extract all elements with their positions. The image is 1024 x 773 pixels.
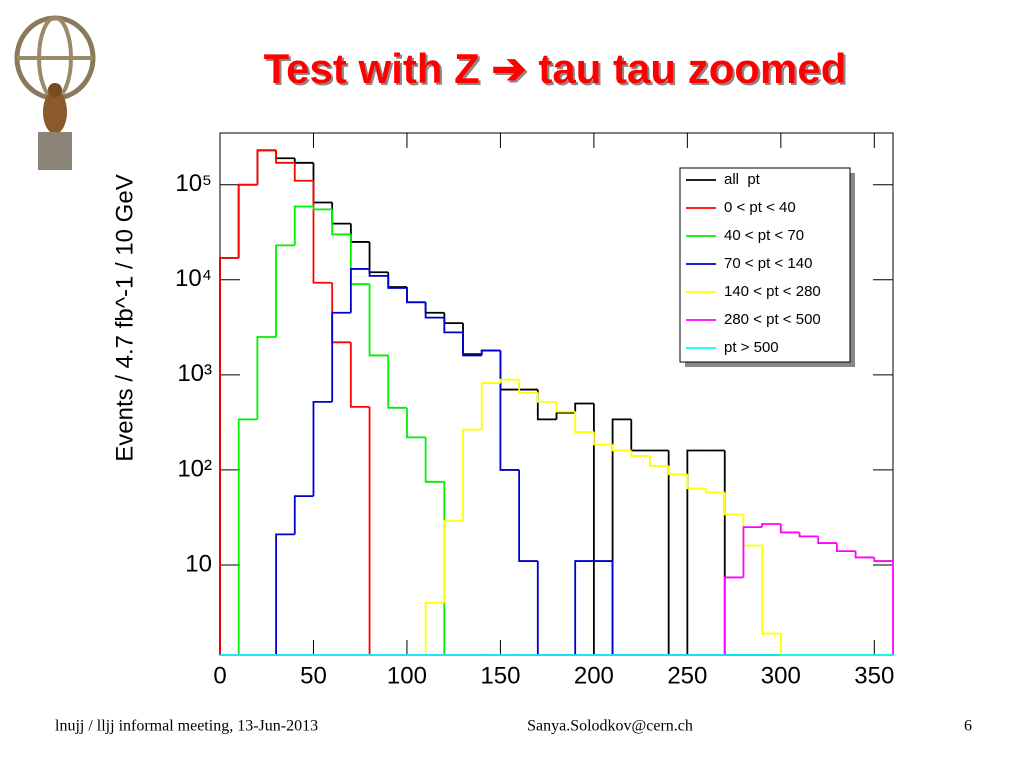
histogram-bin [873,557,894,655]
histogram-bin [667,465,688,476]
histogram-bin [424,601,445,655]
histogram-bin [574,411,594,433]
legend: all pt 0 < pt < 40 40 < pt < 70 70 < pt < 1… [679,167,855,367]
histogram-bin [312,206,333,211]
x-tick-label: 100 [387,662,427,689]
y-axis-label: Events / 4.7 fb^-1 / 10 GeV [111,174,138,461]
histogram-bin [499,378,520,384]
histogram-bin [462,428,482,522]
legend-items: all pt 0 < pt < 40 40 < pt < 70 70 < pt < 1… [686,171,821,356]
histogram-bin [836,543,856,552]
histogram-bin [555,401,576,413]
histogram-bin [499,350,520,471]
histogram-bin [649,456,669,467]
histogram-bin [536,392,557,403]
histogram-bin [349,342,370,408]
histogram-bin [275,533,295,655]
y-tick-label: 10⁴ [175,265,212,292]
x-tick-label: 50 [300,662,327,689]
legend-label: 70 < pt < 140 [724,255,812,272]
histogram-bin [293,162,314,182]
histogram-bin [237,418,258,655]
histogram-bin [462,332,482,357]
legend-label: 140 < pt < 280 [724,283,821,300]
histogram-bin [368,284,389,357]
legend-label: 0 < pt < 40 [724,199,796,216]
x-tick-label: 350 [854,662,894,689]
histogram-bin [723,492,744,516]
histogram-bin [219,256,239,655]
histogram-bin [312,180,333,284]
histogram-bin [424,437,445,483]
histogram-bin [630,450,650,457]
footer-left: lnujj / lljj informal meeting, 13-Jun-20… [55,718,318,735]
plot [219,133,894,656]
x-tick-label: 150 [480,662,520,689]
histogram-bin [349,268,370,313]
histogram-bin [592,432,613,446]
legend-label: 280 < pt < 500 [724,311,821,328]
histogram-bin [237,183,258,258]
histogram-bin [798,532,819,538]
histogram-bin [480,349,501,356]
histogram-bin [761,545,781,635]
histogram-bin [387,355,407,409]
histogram-bin [293,205,314,246]
legend-label: pt > 500 [724,339,779,356]
histogram-bin [779,523,800,534]
x-tick-label: 250 [667,662,707,689]
histogram-bin [424,302,445,319]
page-number: 6 [964,718,972,735]
histogram-bin [742,526,763,578]
legend-label: 40 < pt < 70 [724,227,804,244]
histogram-bin [817,536,837,544]
histogram-bin [293,158,314,164]
histogram-bin [256,336,277,420]
y-tick-label: 10² [177,455,212,482]
x-tick-label: 0 [213,662,226,689]
histogram-bin [331,209,351,236]
histogram-bin [611,444,632,452]
atlas-logo [14,15,96,170]
histogram-bin [275,150,295,164]
histogram-bin [331,311,351,402]
histogram-bin [574,560,594,655]
histogram-bin [518,469,538,562]
histogram-bin [761,523,781,528]
histogram-bin [555,411,576,420]
histogram-bin [723,576,744,655]
histogram-bin [406,407,426,439]
histogram-bin [518,379,538,394]
histogram-bin [275,244,295,338]
x-tick-label: 300 [761,662,801,689]
histogram-bin [256,149,277,185]
histogram-bin [443,520,464,603]
histogram-bin [480,382,501,430]
histogram-bin [854,551,875,559]
histogram-bin [368,268,389,277]
histogram-bin [705,488,725,494]
legend-box [679,167,851,363]
y-tick-label: 10³ [177,360,212,387]
histogram-bin [574,402,594,413]
histogram-bin [686,449,707,655]
footer-center: Sanya.Solodkov@cern.ch [527,718,693,735]
legend-label: all pt [724,171,761,188]
histogram-bin [293,495,314,535]
histogram-bin [443,317,464,334]
x-tick-label: 200 [574,662,614,689]
histogram-bin [387,275,407,289]
y-tick-label: 10⁵ [175,170,212,197]
slide-title: Test with Z ➔ tau tau zoomed [264,45,847,92]
histogram-bin [406,287,426,304]
y-tick-label: 10 [185,550,212,577]
histogram-bin [686,474,707,490]
histogram-bin [312,400,333,497]
